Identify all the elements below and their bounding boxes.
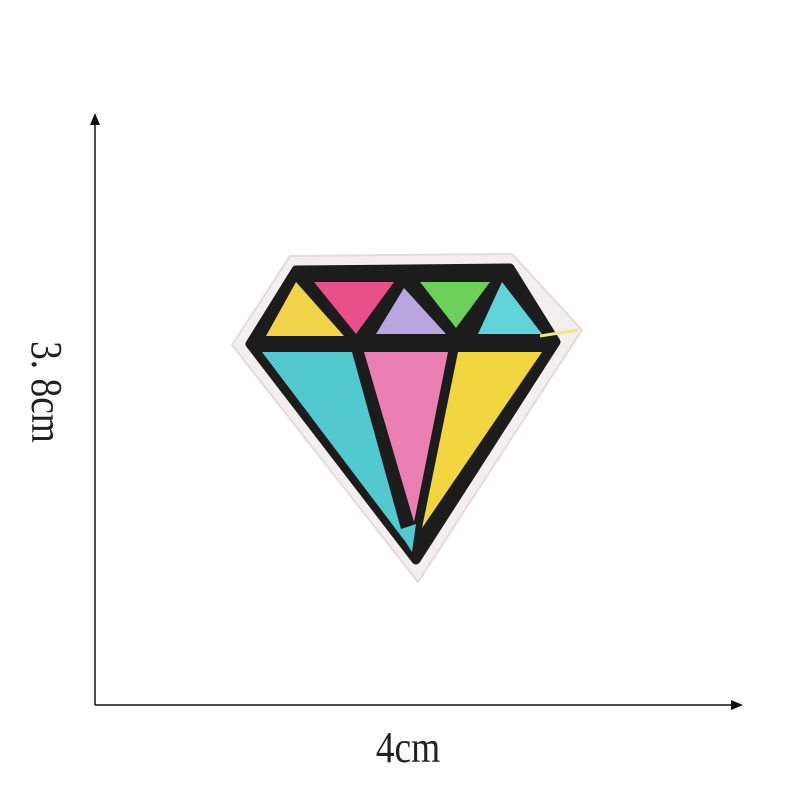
height-label: 3. 8cm — [22, 341, 70, 443]
facet — [478, 282, 542, 334]
height-arrow — [90, 113, 100, 125]
facet — [266, 282, 344, 336]
width-arrow — [731, 700, 743, 710]
facet — [376, 288, 446, 334]
diamond-patch — [245, 263, 561, 565]
thread — [539, 328, 579, 338]
facet — [262, 352, 404, 540]
facet — [364, 352, 448, 522]
facet — [422, 352, 542, 528]
facet — [398, 524, 416, 552]
dimension-lines — [90, 113, 743, 710]
facet — [314, 282, 394, 334]
width-label: 4cm — [376, 723, 441, 771]
facet — [420, 282, 490, 328]
